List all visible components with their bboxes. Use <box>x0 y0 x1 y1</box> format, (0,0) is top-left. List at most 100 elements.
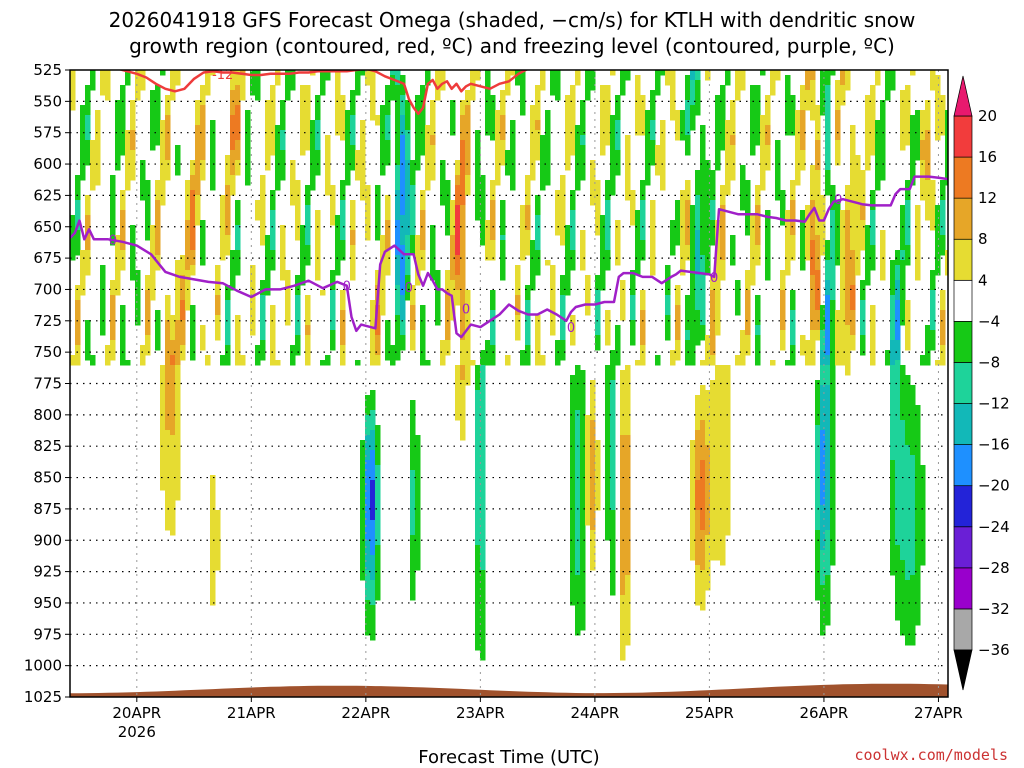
omega-cell <box>595 310 601 316</box>
omega-cell <box>460 420 466 426</box>
omega-cell <box>155 225 161 231</box>
omega-cell <box>250 285 256 291</box>
omega-cell <box>455 170 461 176</box>
omega-cell <box>615 250 621 256</box>
omega-cell <box>115 130 121 136</box>
omega-cell <box>570 390 576 396</box>
omega-cell <box>75 205 81 211</box>
omega-cell <box>690 350 696 356</box>
omega-cell <box>230 185 236 191</box>
omega-cell <box>800 215 806 221</box>
omega-cell <box>685 250 691 256</box>
omega-cell <box>190 240 196 246</box>
omega-cell <box>720 140 726 146</box>
omega-cell <box>465 295 471 301</box>
omega-cell <box>610 410 616 416</box>
omega-cell <box>785 260 791 266</box>
omega-cell <box>165 155 171 161</box>
omega-cell <box>295 275 301 281</box>
omega-cell <box>395 155 401 161</box>
omega-cell <box>620 505 626 511</box>
omega-cell <box>420 320 426 326</box>
omega-cell <box>170 340 176 346</box>
omega-cell <box>415 160 421 166</box>
omega-cell <box>540 165 546 171</box>
omega-cell <box>705 585 711 591</box>
omega-cell <box>300 130 306 136</box>
omega-cell <box>365 580 371 586</box>
omega-cell <box>475 570 481 576</box>
omega-cell <box>635 125 641 131</box>
omega-cell <box>385 125 391 131</box>
omega-cell <box>575 430 581 436</box>
omega-cell <box>360 160 366 166</box>
omega-cell <box>695 575 701 581</box>
omega-cell <box>775 175 781 181</box>
omega-cell <box>740 70 746 76</box>
omega-cell <box>160 165 166 171</box>
omega-cell <box>585 70 591 76</box>
omega-cell <box>215 300 221 306</box>
omega-cell <box>520 235 526 241</box>
omega-cell <box>155 140 161 146</box>
omega-cell <box>555 355 561 361</box>
omega-cell <box>455 195 461 201</box>
omega-cell <box>605 215 611 221</box>
omega-cell <box>455 240 461 246</box>
omega-cell <box>610 555 616 561</box>
omega-cell <box>665 280 671 286</box>
omega-cell <box>215 295 221 301</box>
omega-cell <box>95 125 101 131</box>
omega-cell <box>555 220 561 226</box>
omega-cell <box>410 430 416 436</box>
omega-cell <box>695 565 701 571</box>
omega-cell <box>440 355 446 361</box>
omega-cell <box>475 535 481 541</box>
omega-cell <box>595 225 601 231</box>
omega-cell <box>490 290 496 296</box>
omega-cell <box>500 155 506 161</box>
omega-cell <box>690 480 696 486</box>
omega-cell <box>595 325 601 331</box>
omega-cell <box>685 240 691 246</box>
omega-cell <box>175 460 181 466</box>
omega-cell <box>675 335 681 341</box>
omega-cell <box>170 480 176 486</box>
omega-cell <box>170 80 176 86</box>
omega-cell <box>555 360 561 366</box>
omega-cell <box>445 305 451 311</box>
omega-cell <box>75 195 81 201</box>
omega-cell <box>370 445 376 451</box>
omega-cell <box>625 405 631 411</box>
omega-cell <box>475 545 481 551</box>
omega-cell <box>430 120 436 126</box>
omega-cell <box>235 225 241 231</box>
omega-cell <box>365 185 371 191</box>
omega-cell <box>140 355 146 361</box>
omega-cell <box>620 530 626 536</box>
omega-cell <box>330 205 336 211</box>
omega-cell <box>580 125 586 131</box>
omega-cell <box>575 520 581 526</box>
omega-cell <box>755 115 761 121</box>
omega-cell <box>370 405 376 411</box>
omega-cell <box>610 440 616 446</box>
omega-cell <box>85 320 91 326</box>
omega-cell <box>570 215 576 221</box>
omega-cell <box>725 490 731 496</box>
omega-cell <box>450 200 456 206</box>
omega-cell <box>590 200 596 206</box>
omega-cell <box>400 285 406 291</box>
omega-cell <box>415 495 421 501</box>
omega-cell <box>385 235 391 241</box>
omega-cell <box>450 255 456 261</box>
omega-cell <box>610 445 616 451</box>
omega-cell <box>300 115 306 121</box>
omega-cell <box>460 260 466 266</box>
omega-cell <box>755 320 761 326</box>
omega-cell <box>235 260 241 266</box>
omega-cell <box>710 500 716 506</box>
omega-cell <box>730 250 736 256</box>
omega-cell <box>610 360 616 366</box>
omega-cell <box>115 275 121 281</box>
